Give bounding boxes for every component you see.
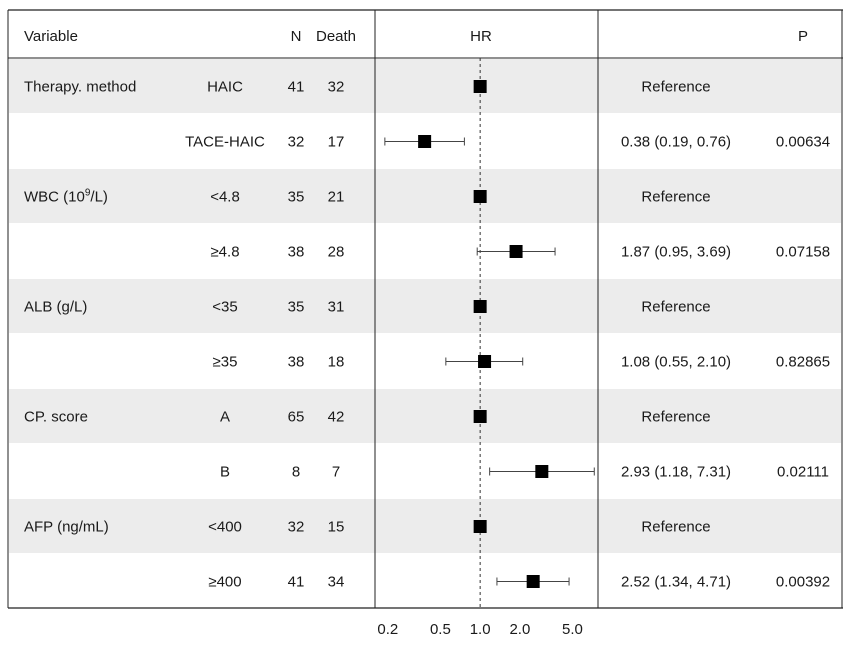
row-ci: 1.87 (0.95, 3.69) [621,244,731,261]
row-death: 17 [328,134,345,151]
row-n: 8 [292,464,300,481]
forest-marks [384,80,595,588]
row-death: 31 [328,299,345,316]
row-bands [9,59,841,553]
row-p: 0.07158 [776,244,830,261]
hr-point [418,135,432,148]
row-variable-tail: /L) [90,189,108,206]
row-ci: Reference [641,299,710,316]
hr-point [478,355,492,368]
row-n: 41 [288,574,305,591]
row-n: 41 [288,79,305,96]
hr-point [473,80,487,93]
row-ci: Reference [641,519,710,536]
header-p: P [798,28,808,45]
hr-point [473,190,487,203]
row-ci: Reference [641,79,710,96]
row-death: 42 [328,409,345,426]
row-n: 32 [288,134,305,151]
row-level: <400 [208,519,242,536]
row-n: 38 [288,354,305,371]
header-variable: Variable [24,28,78,45]
row-band [9,279,841,333]
row-level: <4.8 [210,189,240,206]
hr-point [473,410,487,423]
hr-point [473,300,487,313]
header-hr: HR [470,28,492,45]
row-n: 65 [288,409,305,426]
row-ci: 2.52 (1.34, 4.71) [621,574,731,591]
row-level: TACE-HAIC [185,134,265,151]
row-band [9,389,841,443]
x-tick-label: 1.0 [470,621,491,638]
header-death: Death [316,28,356,45]
table-header: Variable N Death HR P [24,28,808,45]
row-level: ≥4.8 [210,244,239,261]
hr-point [535,465,549,478]
row-n: 32 [288,519,305,536]
row-death: 21 [328,189,345,206]
row-level: HAIC [207,79,243,96]
row-n: 38 [288,244,305,261]
row-death: 34 [328,574,345,591]
hr-point [509,245,523,258]
header-n: N [291,28,302,45]
row-ci: Reference [641,409,710,426]
row-level: ≥400 [208,574,241,591]
x-tick-label: 2.0 [509,621,530,638]
row-ci: 1.08 (0.55, 2.10) [621,354,731,371]
row-death: 18 [328,354,345,371]
row-death: 28 [328,244,345,261]
row-level: A [220,409,230,426]
row-band [9,59,841,113]
row-ci: Reference [641,189,710,206]
row-death: 32 [328,79,345,96]
row-variable: Therapy. method [24,79,136,96]
x-tick-label: 0.5 [430,621,451,638]
row-variable-sup: 9 [85,188,91,199]
row-p: 0.00392 [776,574,830,591]
row-p: 0.02111 [777,464,829,481]
row-n: 35 [288,299,305,316]
x-axis: 0.2 0.5 1.0 2.0 5.0 [377,621,583,638]
row-p: 0.82865 [776,354,830,371]
row-level: ≥35 [213,354,238,371]
row-level: <35 [212,299,237,316]
row-band [9,169,841,223]
row-band [9,499,841,553]
row-n: 35 [288,189,305,206]
hr-point [473,520,487,533]
row-level: B [220,464,230,481]
row-variable: WBC (109/L) [24,188,108,206]
x-tick-label: 0.2 [377,621,398,638]
row-variable: ALB (g/L) [24,299,87,316]
row-ci: 0.38 (0.19, 0.76) [621,134,731,151]
row-p: 0.00634 [776,134,830,151]
row-death: 15 [328,519,345,536]
row-ci: 2.93 (1.18, 7.31) [621,464,731,481]
row-variable: CP. score [24,409,88,426]
table-rows: Therapy. method HAIC 41 32 Reference TACE-HAI… [24,79,830,591]
hr-point [526,575,540,588]
row-variable: AFP (ng/mL) [24,519,109,536]
x-tick-label: 5.0 [562,621,583,638]
row-death: 7 [332,464,340,481]
table-frame [7,9,843,609]
